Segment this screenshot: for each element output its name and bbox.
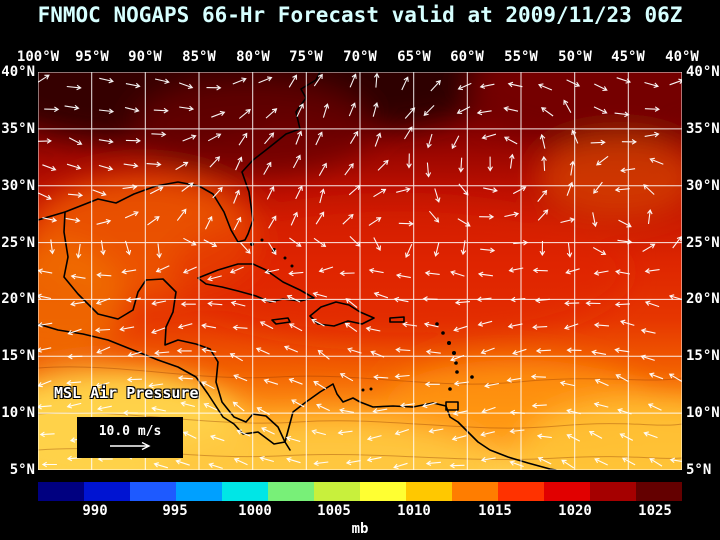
lon-tick-label: 40°W bbox=[665, 49, 699, 65]
colorbar-tick-label: 1005 bbox=[317, 503, 351, 519]
colorbar-segment bbox=[176, 482, 222, 501]
colorbar-segment bbox=[314, 482, 360, 501]
colorbar-tick-label: 1015 bbox=[478, 503, 512, 519]
lat-tick-label-left: 5°N bbox=[9, 462, 35, 478]
lat-tick-label-right: 10°N bbox=[686, 405, 720, 421]
wind-vector-arrows bbox=[38, 72, 682, 470]
wind-scale-label: 10.0 m/s bbox=[98, 424, 162, 439]
colorbar-segment bbox=[544, 482, 590, 501]
lat-tick-label-right: 25°N bbox=[686, 235, 720, 251]
colorbar-segment bbox=[636, 482, 682, 501]
lat-tick-label-left: 30°N bbox=[1, 178, 35, 194]
pressure-map-canvas bbox=[38, 72, 682, 470]
colorbar-segment bbox=[222, 482, 268, 501]
lat-tick-label-left: 35°N bbox=[1, 121, 35, 137]
lon-tick-label: 70°W bbox=[343, 49, 377, 65]
lat-tick-label-left: 15°N bbox=[1, 348, 35, 364]
page-title: FNMOC NOGAPS 66-Hr Forecast valid at 200… bbox=[37, 3, 683, 27]
colorbar-segment bbox=[38, 482, 84, 501]
colorbar-segment bbox=[406, 482, 452, 501]
field-label: MSL Air Pressure bbox=[54, 384, 199, 402]
lat-tick-label-left: 10°N bbox=[1, 405, 35, 421]
lon-tick-label: 65°W bbox=[397, 49, 431, 65]
lat-tick-label-right: 20°N bbox=[686, 291, 720, 307]
colorbar-tick-label: 990 bbox=[82, 503, 108, 519]
lat-tick-label-right: 15°N bbox=[686, 348, 720, 364]
lon-tick-label: 55°W bbox=[504, 49, 538, 65]
lon-tick-label: 90°W bbox=[128, 49, 162, 65]
pressure-map: MSL Air Pressure 10.0 m/s bbox=[38, 72, 682, 470]
colorbar-segment bbox=[498, 482, 544, 501]
colorbar-segment bbox=[360, 482, 406, 501]
lat-tick-label-left: 25°N bbox=[1, 235, 35, 251]
lat-tick-label-right: 5°N bbox=[686, 462, 712, 478]
colorbar-tick-label: 1000 bbox=[238, 503, 272, 519]
wind-scale-legend: 10.0 m/s bbox=[77, 417, 183, 458]
lon-tick-label: 60°W bbox=[450, 49, 484, 65]
colorbar-segment bbox=[590, 482, 636, 501]
lon-tick-label: 75°W bbox=[289, 49, 323, 65]
colorbar-unit-label: mb bbox=[351, 521, 369, 537]
wind-scale-arrow-icon bbox=[110, 441, 151, 451]
lon-tick-label: 95°W bbox=[75, 49, 109, 65]
lon-tick-label: 50°W bbox=[558, 49, 592, 65]
lon-tick-label: 100°W bbox=[16, 49, 60, 65]
lat-tick-label-left: 20°N bbox=[1, 291, 35, 307]
grid-lines bbox=[38, 72, 682, 470]
pressure-anomaly-blobs bbox=[38, 72, 682, 470]
lat-tick-label-right: 30°N bbox=[686, 178, 720, 194]
lon-tick-label: 45°W bbox=[611, 49, 645, 65]
lon-tick-label: 85°W bbox=[182, 49, 216, 65]
lat-tick-label-left: 40°N bbox=[1, 64, 35, 80]
colorbar-tick-label: 1025 bbox=[638, 503, 672, 519]
colorbar-tick-label: 1020 bbox=[558, 503, 592, 519]
lon-tick-label: 80°W bbox=[236, 49, 270, 65]
colorbar-tick-label: 995 bbox=[162, 503, 188, 519]
colorbar-tick-label: 1010 bbox=[397, 503, 431, 519]
colorbar-segment bbox=[130, 482, 176, 501]
colorbar-segment bbox=[84, 482, 130, 501]
lat-tick-label-right: 40°N bbox=[686, 64, 720, 80]
colorbar-segment bbox=[268, 482, 314, 501]
lat-tick-label-right: 35°N bbox=[686, 121, 720, 137]
colorbar-segment bbox=[452, 482, 498, 501]
colorbar bbox=[38, 482, 682, 501]
